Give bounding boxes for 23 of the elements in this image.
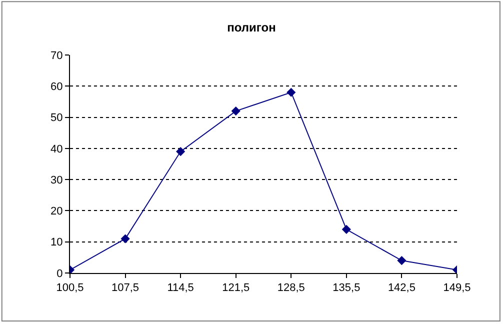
- y-tick-label: 30: [50, 174, 63, 186]
- point: [231, 106, 240, 116]
- y-tick-label: 40: [50, 143, 63, 156]
- x-tick-label: 114,5: [167, 282, 194, 294]
- x-tick-label: 107,5: [112, 282, 140, 294]
- point: [342, 224, 351, 234]
- x-tick-label: 121,5: [222, 282, 250, 294]
- point: [176, 146, 186, 156]
- y-tick-label: 70: [50, 50, 63, 62]
- chart-title: полигон: [227, 20, 276, 34]
- point: [286, 88, 296, 97]
- y-tick-label: 50: [50, 112, 63, 124]
- y-tick-label: 60: [50, 80, 63, 93]
- y-tick-label: 0: [56, 268, 63, 280]
- point: [120, 234, 130, 244]
- x-tick-label: 128,5: [277, 282, 305, 294]
- x-tick-label: 149,5: [443, 282, 471, 294]
- y-tick-label: 10: [50, 236, 63, 249]
- x-tick-label: 100,5: [56, 282, 84, 294]
- x-tick-label: 135,5: [332, 282, 360, 294]
- x-tick-label: 142,5: [388, 282, 416, 294]
- point: [397, 256, 406, 266]
- y-tick-label: 20: [50, 206, 63, 218]
